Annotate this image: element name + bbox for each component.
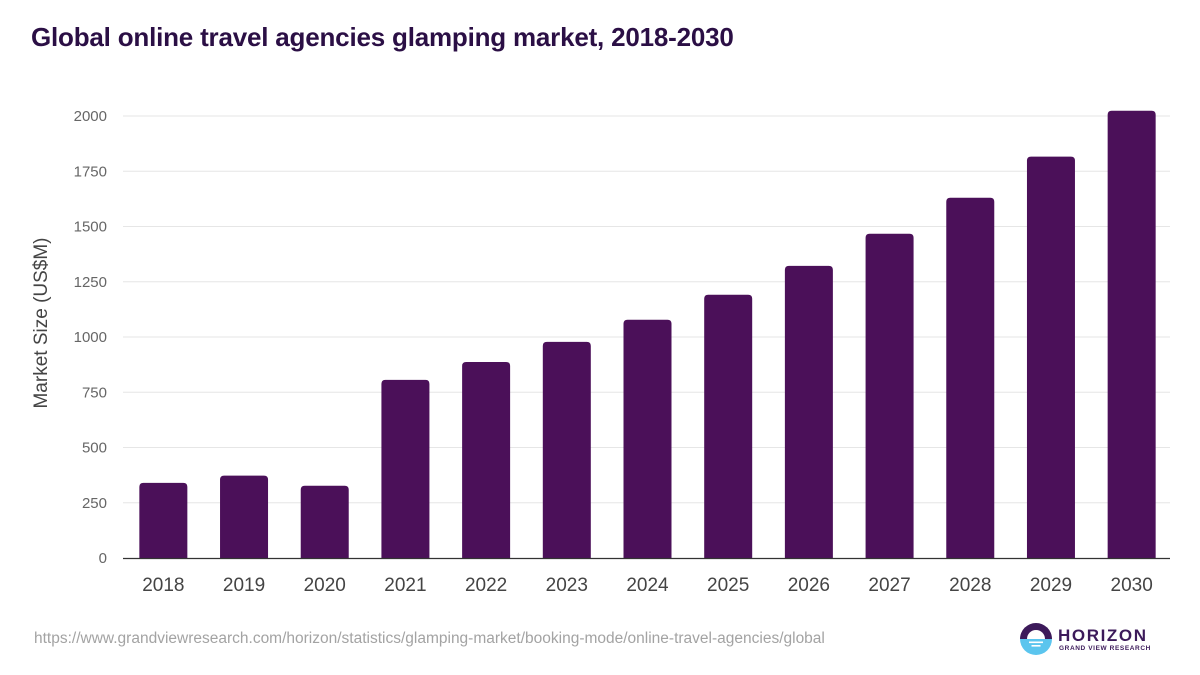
bar-2025[interactable] — [704, 294, 753, 558]
y-tick-label: 500 — [82, 440, 107, 457]
y-tick-label: 0 — [99, 550, 107, 567]
y-axis-label: Market Size (US$M) — [31, 237, 52, 408]
bar-2029[interactable] — [1026, 156, 1075, 558]
x-tick-label: 2021 — [384, 575, 426, 596]
bar-2028[interactable] — [946, 197, 995, 558]
x-tick-label: 2018 — [142, 575, 184, 596]
brand-subtitle: GRAND VIEW RESEARCH — [1059, 645, 1151, 652]
bar-2023[interactable] — [542, 341, 591, 558]
y-tick-label: 250 — [82, 495, 107, 512]
x-tick-label: 2027 — [868, 575, 910, 596]
y-tick-label: 1000 — [74, 329, 107, 346]
bar-2018[interactable] — [139, 482, 188, 558]
x-tick-label: 2019 — [223, 575, 265, 596]
x-tick-label: 2023 — [546, 575, 588, 596]
x-axis-ticks: 2018 2019 2020 2021 2022 2023 2024 2025 2026 2027… — [142, 575, 1153, 596]
y-tick-label: 1750 — [74, 163, 107, 180]
y-axis-ticks: 0 250 500 750 1000 1250 1500 1750 2000 — [74, 108, 107, 567]
y-tick-label: 1250 — [74, 274, 107, 291]
bar-2019[interactable] — [220, 475, 269, 558]
x-tick-label: 2025 — [707, 575, 749, 596]
x-tick-label: 2030 — [1111, 575, 1153, 596]
x-tick-label: 2026 — [788, 575, 830, 596]
y-tick-label: 1500 — [74, 219, 107, 236]
source-url[interactable]: https://www.grandviewresearch.com/horizo… — [34, 630, 825, 647]
bar-2020[interactable] — [300, 485, 349, 558]
y-tick-label: 2000 — [74, 108, 107, 125]
chart-title: Global online travel agencies glamping m… — [31, 22, 734, 52]
horizon-logo — [1020, 623, 1052, 655]
bar-2026[interactable] — [784, 265, 833, 558]
y-tick-label: 750 — [82, 384, 107, 401]
x-tick-label: 2024 — [626, 575, 669, 596]
x-tick-label: 2020 — [304, 575, 346, 596]
brand-name: HORIZON — [1058, 626, 1148, 645]
x-tick-label: 2022 — [465, 575, 507, 596]
x-tick-label: 2029 — [1030, 575, 1072, 596]
horizon-logo-icon — [1020, 623, 1052, 655]
bar-2022[interactable] — [462, 361, 511, 558]
bar-2030[interactable] — [1107, 110, 1156, 559]
bar-2027[interactable] — [865, 233, 914, 558]
x-tick-label: 2028 — [949, 575, 991, 596]
bars — [139, 110, 1156, 559]
bar-2021[interactable] — [381, 379, 430, 558]
bar-2024[interactable] — [623, 319, 672, 558]
